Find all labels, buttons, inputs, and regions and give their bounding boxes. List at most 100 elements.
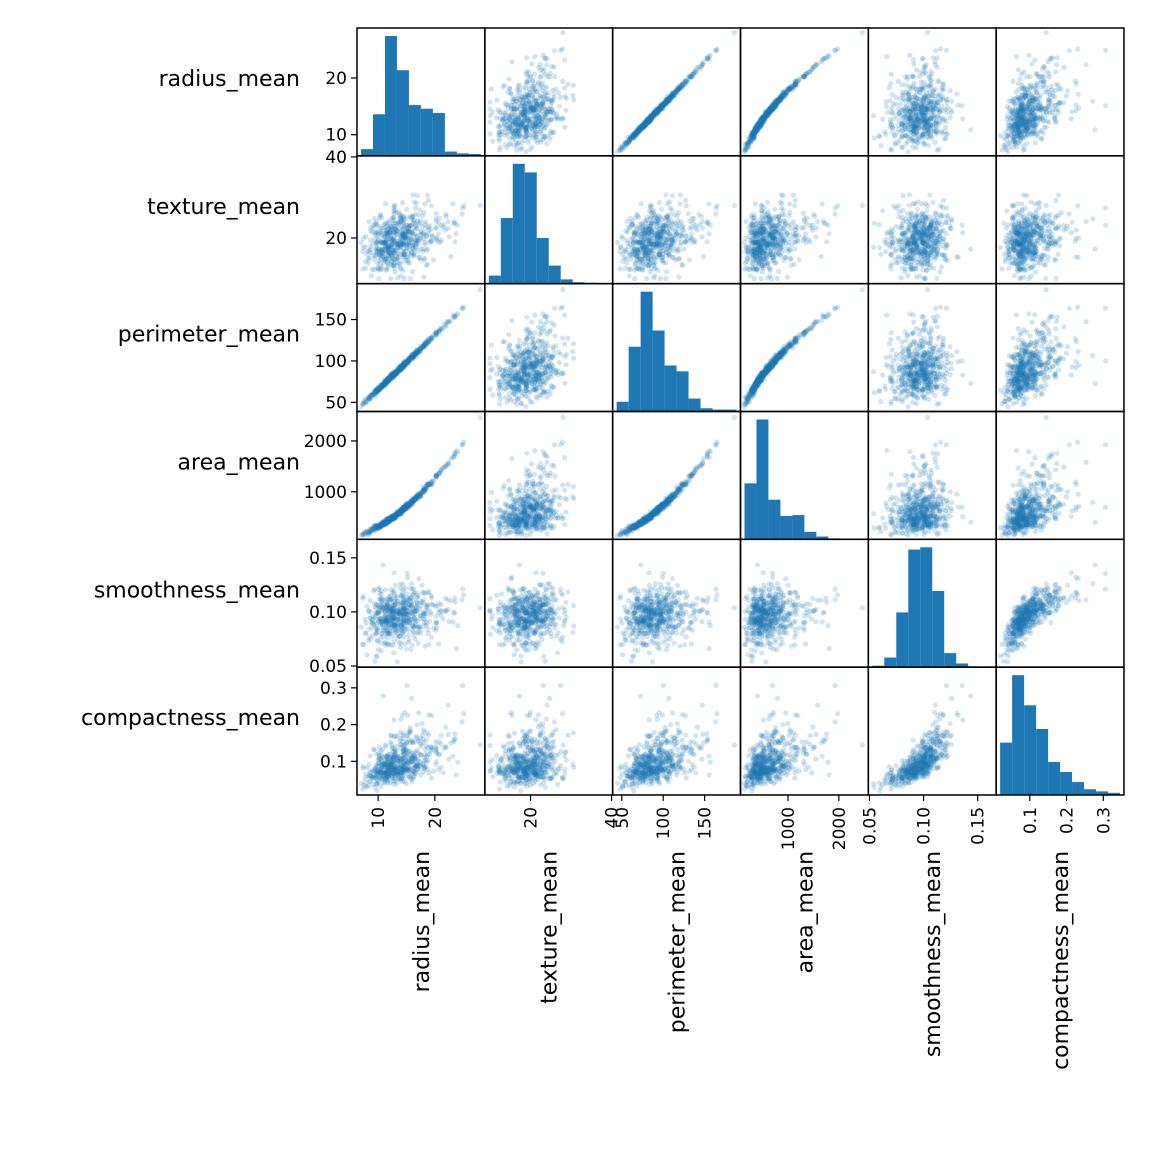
scatter-point <box>656 234 662 240</box>
scatter-point <box>910 109 916 115</box>
scatter-point <box>649 113 656 119</box>
scatter-point <box>518 113 524 119</box>
scatter-point <box>641 121 647 127</box>
scatter-point <box>770 105 776 111</box>
scatter-point <box>767 104 774 110</box>
scatter-point <box>770 104 776 110</box>
scatter-point <box>832 205 838 211</box>
scatter-point <box>1020 128 1027 134</box>
scatter-point <box>362 258 369 264</box>
scatter-point <box>787 236 794 242</box>
scatter-point <box>660 248 666 254</box>
scatter-point <box>792 227 799 233</box>
scatter-point <box>1029 92 1035 98</box>
scatter-point <box>1027 116 1033 122</box>
scatter-point <box>514 106 520 112</box>
scatter-point <box>1025 101 1031 107</box>
scatter-point <box>1015 117 1021 123</box>
scatter-point <box>918 118 924 125</box>
scatter-point <box>1019 85 1025 91</box>
scatter-point <box>529 125 535 131</box>
scatter-point <box>1019 129 1025 135</box>
scatter-point <box>753 125 760 131</box>
scatter-point <box>657 106 663 112</box>
scatter-point <box>753 257 759 263</box>
scatter-point <box>760 235 767 241</box>
scatter-point <box>497 109 503 116</box>
scatter-point <box>1029 122 1035 128</box>
scatter-point <box>665 253 671 259</box>
scatter-point <box>541 66 547 72</box>
scatter-point <box>924 118 930 124</box>
scatter-point <box>1083 62 1089 68</box>
scatter-point <box>932 62 939 68</box>
scatter-point <box>908 102 914 108</box>
scatter-point <box>383 256 389 262</box>
scatter-point <box>902 255 908 261</box>
scatter-point <box>925 94 932 100</box>
scatter-point <box>903 229 909 235</box>
scatter-point <box>759 248 765 254</box>
scatter-point <box>900 193 906 199</box>
scatter-point <box>888 266 894 272</box>
scatter-point <box>642 249 648 255</box>
scatter-point <box>660 103 666 109</box>
scatter-point <box>383 229 389 235</box>
scatter-point <box>757 251 763 257</box>
scatter-point <box>528 116 534 122</box>
scatter-point <box>386 230 392 236</box>
scatter-point <box>914 242 920 248</box>
scatter-point <box>544 84 550 90</box>
scatter-point <box>630 222 636 228</box>
scatter-point <box>920 56 926 62</box>
scatter-point <box>910 235 917 241</box>
scatter-point <box>1038 73 1045 79</box>
scatter-point <box>509 126 515 132</box>
scatter-point <box>1038 105 1044 111</box>
scatter-point <box>653 231 659 237</box>
scatter-point <box>752 127 758 133</box>
scatter-point <box>1020 85 1027 91</box>
scatter-point <box>921 116 927 122</box>
scatter-point <box>651 109 657 115</box>
scatter-point <box>770 104 776 110</box>
scatter-point <box>1008 109 1014 115</box>
scatter-point <box>360 249 366 255</box>
scatter-point <box>763 113 769 119</box>
scatter-point <box>700 62 706 68</box>
scatter-point <box>504 118 510 124</box>
scatter-point <box>397 212 403 219</box>
scatter-point <box>668 92 675 98</box>
scatter-point <box>759 221 765 227</box>
scatter-point <box>650 112 656 118</box>
scatter-point <box>522 101 528 107</box>
scatter-point <box>753 231 759 237</box>
scatter-point <box>930 55 936 61</box>
scatter-point <box>880 208 886 214</box>
scatter-point <box>778 244 784 250</box>
scatter-point <box>562 85 568 91</box>
scatter-point <box>660 102 666 108</box>
scatter-point <box>529 93 535 99</box>
scatter-point <box>384 234 390 240</box>
scatter-point <box>371 236 377 243</box>
scatter-point <box>665 230 671 236</box>
scatter-point <box>742 249 749 255</box>
scatter-point <box>763 113 770 119</box>
scatter-point <box>688 231 695 237</box>
scatter-point <box>807 69 813 75</box>
scatter-point <box>933 123 939 129</box>
scatter-point <box>1009 111 1015 117</box>
scatter-point <box>487 119 493 125</box>
scatter-point <box>1024 120 1030 126</box>
scatter-point <box>749 134 755 140</box>
scatter-point <box>638 239 644 246</box>
scatter-point <box>906 98 912 104</box>
scatter-point <box>793 231 799 237</box>
scatter-point <box>929 99 935 105</box>
scatter-point <box>889 261 895 267</box>
scatter-point <box>1002 144 1008 150</box>
scatter-point <box>898 112 904 118</box>
scatter-point <box>400 240 406 246</box>
scatter-point <box>681 246 687 252</box>
